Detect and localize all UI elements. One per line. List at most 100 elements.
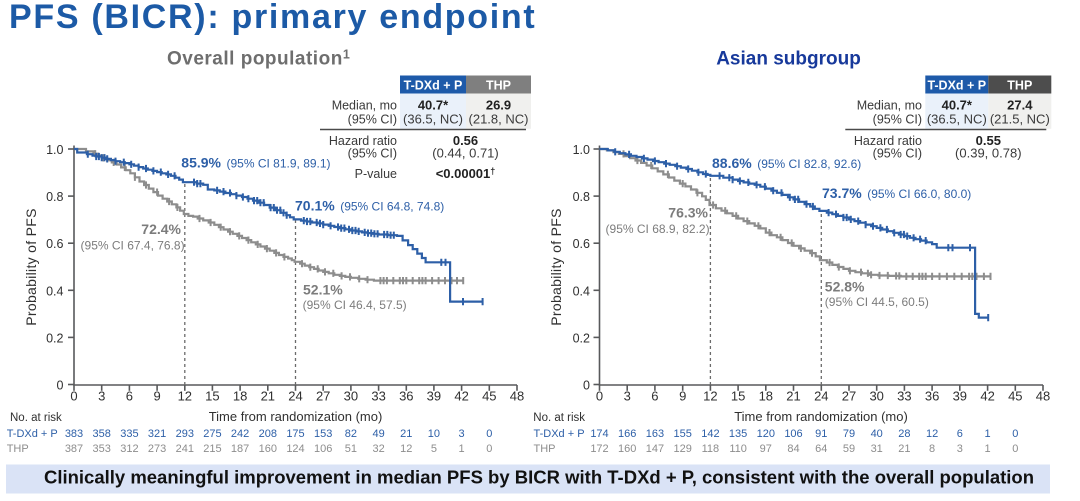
- svg-text:118: 118: [702, 443, 720, 455]
- svg-text:45: 45: [482, 389, 496, 404]
- svg-text:Hazard ratio: Hazard ratio: [854, 134, 922, 148]
- svg-text:129: 129: [674, 443, 692, 455]
- svg-text:142: 142: [701, 428, 719, 440]
- svg-text:0: 0: [583, 379, 590, 393]
- svg-text:<0.00001†: <0.00001†: [436, 166, 496, 181]
- svg-text:30: 30: [344, 389, 358, 404]
- svg-text:42: 42: [980, 389, 994, 404]
- svg-text:49: 49: [372, 428, 384, 440]
- svg-text:33: 33: [897, 389, 911, 404]
- svg-text:45: 45: [1008, 389, 1022, 404]
- svg-text:T-DXd + P: T-DXd + P: [927, 79, 986, 93]
- svg-text:6: 6: [651, 389, 658, 404]
- svg-text:THP: THP: [534, 443, 556, 455]
- svg-text:0.6: 0.6: [46, 237, 63, 251]
- svg-text:No. at risk: No. at risk: [533, 412, 585, 424]
- svg-text:0: 0: [596, 389, 603, 404]
- svg-text:T-DXd + P: T-DXd + P: [534, 428, 585, 440]
- svg-text:39: 39: [427, 389, 441, 404]
- svg-text:(95% CI 44.5, 60.5): (95% CI 44.5, 60.5): [825, 295, 929, 309]
- svg-text:26.9: 26.9: [486, 98, 511, 113]
- svg-text:21: 21: [400, 428, 412, 440]
- svg-text:PFS (BICR): primary endpoint: PFS (BICR): primary endpoint: [9, 0, 536, 36]
- svg-text:64: 64: [815, 443, 827, 455]
- svg-text:T-DXd + P: T-DXd + P: [7, 428, 58, 440]
- svg-text:82: 82: [345, 428, 357, 440]
- svg-text:33: 33: [371, 389, 385, 404]
- svg-text:1.0: 1.0: [573, 143, 590, 157]
- svg-text:0: 0: [1012, 428, 1018, 440]
- svg-text:0: 0: [486, 443, 492, 455]
- svg-text:383: 383: [65, 428, 83, 440]
- svg-text:21: 21: [786, 389, 800, 404]
- svg-text:52.8%: 52.8%: [825, 278, 865, 294]
- svg-text:27.4: 27.4: [1007, 98, 1033, 113]
- svg-text:208: 208: [259, 428, 277, 440]
- svg-text:85.9%(95% CI 81.9, 89.1): 85.9% (95% CI 81.9, 89.1): [181, 155, 330, 171]
- svg-text:166: 166: [618, 428, 636, 440]
- svg-text:97: 97: [760, 443, 772, 455]
- svg-text:1.0: 1.0: [46, 143, 63, 157]
- svg-text:THP: THP: [1007, 79, 1032, 93]
- svg-text:215: 215: [203, 443, 221, 455]
- svg-text:(21.5, NC): (21.5, NC): [990, 111, 1050, 126]
- svg-text:(36.5, NC): (36.5, NC): [403, 111, 463, 126]
- svg-text:51: 51: [345, 443, 357, 455]
- svg-text:3: 3: [459, 428, 465, 440]
- svg-text:Median, mo: Median, mo: [857, 99, 922, 113]
- svg-text:3: 3: [957, 443, 963, 455]
- svg-text:Median, mo: Median, mo: [332, 99, 397, 113]
- svg-text:91: 91: [815, 428, 827, 440]
- svg-text:(95% CI 68.9, 82.2): (95% CI 68.9, 82.2): [606, 222, 710, 236]
- svg-text:124: 124: [286, 443, 304, 455]
- svg-text:30: 30: [869, 389, 883, 404]
- svg-text:110: 110: [729, 443, 747, 455]
- svg-text:24: 24: [814, 389, 828, 404]
- svg-text:No. at risk: No. at risk: [10, 412, 62, 424]
- svg-text:6: 6: [957, 428, 963, 440]
- svg-text:48: 48: [1036, 389, 1050, 404]
- svg-text:147: 147: [646, 443, 664, 455]
- svg-text:(95% CI): (95% CI): [873, 112, 922, 126]
- svg-text:Hazard ratio: Hazard ratio: [329, 134, 397, 148]
- svg-text:0: 0: [1012, 443, 1018, 455]
- svg-text:Asian subgroup: Asian subgroup: [716, 49, 861, 70]
- svg-text:6: 6: [126, 389, 133, 404]
- svg-text:42: 42: [454, 389, 468, 404]
- svg-text:0.2: 0.2: [46, 331, 63, 345]
- svg-text:135: 135: [729, 428, 747, 440]
- svg-text:321: 321: [148, 428, 166, 440]
- svg-text:40.7*: 40.7*: [942, 98, 973, 113]
- svg-text:27: 27: [316, 389, 330, 404]
- svg-text:76.3%: 76.3%: [668, 205, 708, 221]
- svg-text:0: 0: [70, 389, 77, 404]
- svg-text:52.1%: 52.1%: [303, 282, 343, 298]
- svg-text:293: 293: [176, 428, 194, 440]
- svg-text:163: 163: [646, 428, 664, 440]
- svg-text:153: 153: [314, 428, 332, 440]
- svg-text:Probability of PFS: Probability of PFS: [23, 208, 39, 325]
- svg-text:0.6: 0.6: [573, 237, 590, 251]
- svg-text:27: 27: [842, 389, 856, 404]
- svg-text:(95% CI): (95% CI): [348, 112, 397, 126]
- svg-text:12: 12: [703, 389, 717, 404]
- svg-text:Probability of PFS: Probability of PFS: [548, 208, 564, 325]
- svg-text:39: 39: [953, 389, 967, 404]
- svg-text:28: 28: [898, 428, 910, 440]
- svg-text:(0.44, 0.71): (0.44, 0.71): [432, 146, 499, 161]
- svg-text:8: 8: [929, 443, 935, 455]
- svg-text:335: 335: [120, 428, 138, 440]
- svg-text:73.7%(95% CI 66.0, 80.0): 73.7% (95% CI 66.0, 80.0): [822, 185, 971, 201]
- svg-text:0.56: 0.56: [453, 133, 478, 148]
- svg-text:84: 84: [787, 443, 799, 455]
- svg-text:160: 160: [618, 443, 636, 455]
- svg-text:242: 242: [231, 428, 249, 440]
- svg-text:273: 273: [148, 443, 166, 455]
- svg-text:32: 32: [372, 443, 384, 455]
- svg-text:358: 358: [93, 428, 111, 440]
- svg-text:15: 15: [205, 389, 219, 404]
- svg-text:70.1%(95% CI 64.8, 74.8): 70.1% (95% CI 64.8, 74.8): [295, 198, 444, 214]
- svg-text:106: 106: [314, 443, 332, 455]
- svg-text:(95% CI 67.4, 76.8): (95% CI 67.4, 76.8): [81, 238, 185, 252]
- svg-text:(21.8, NC): (21.8, NC): [469, 111, 529, 126]
